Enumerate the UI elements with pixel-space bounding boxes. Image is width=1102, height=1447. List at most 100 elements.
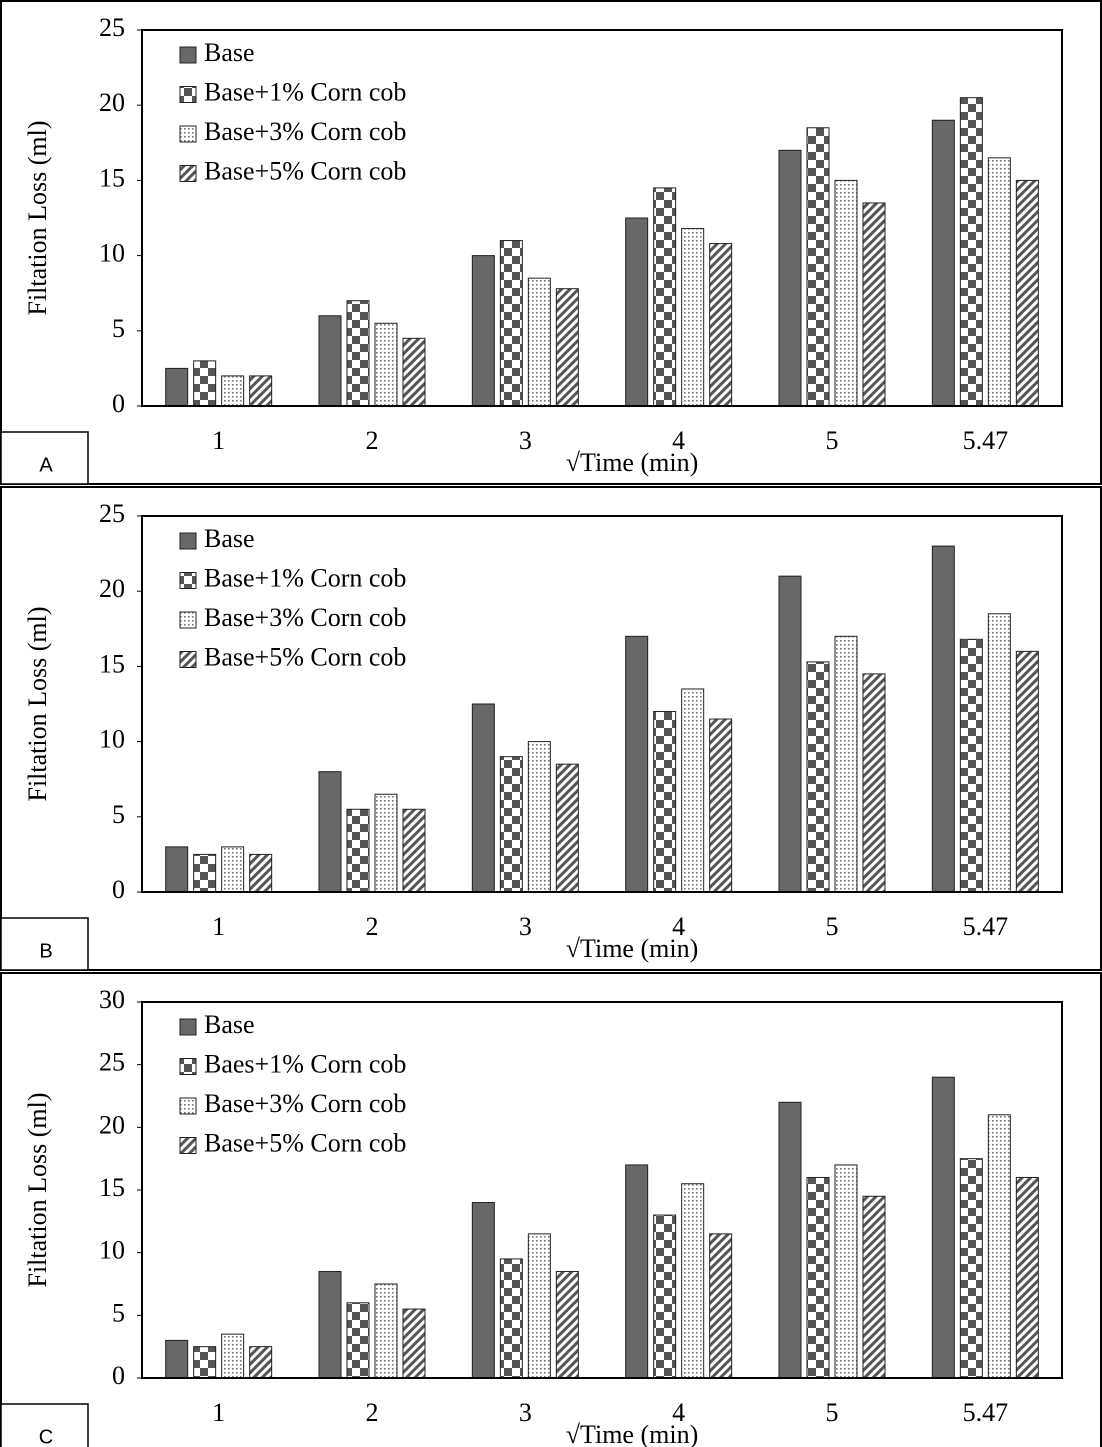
- x-tick-label: 4: [672, 426, 685, 455]
- legend-label: Base+3% Corn cob: [204, 117, 406, 146]
- bar: [863, 674, 885, 892]
- x-tick-label: 4: [672, 912, 685, 941]
- bar: [500, 757, 522, 892]
- y-tick-label: 20: [99, 574, 125, 603]
- x-tick-label: 5.47: [963, 426, 1009, 455]
- y-tick-label: 25: [99, 499, 125, 528]
- bar: [932, 120, 954, 406]
- x-tick-label: 3: [519, 912, 532, 941]
- y-tick-label: 20: [99, 88, 125, 117]
- y-tick-label: 0: [112, 1361, 125, 1390]
- y-tick-label: 5: [112, 800, 125, 829]
- x-tick-label: 1: [212, 912, 225, 941]
- bar: [682, 1184, 704, 1378]
- bar: [556, 1271, 578, 1378]
- bar: [528, 278, 550, 406]
- y-tick-label: 25: [99, 1048, 125, 1077]
- bar: [1016, 1177, 1038, 1378]
- y-tick-label: 5: [112, 1298, 125, 1327]
- bar: [626, 218, 648, 406]
- bar: [863, 1196, 885, 1378]
- bar: [472, 1203, 494, 1378]
- y-tick-label: 10: [99, 725, 125, 754]
- x-tick-label: 3: [519, 1398, 532, 1427]
- y-tick-label: 15: [99, 1173, 125, 1202]
- bar: [863, 203, 885, 406]
- legend-label: Base+5% Corn cob: [204, 642, 406, 671]
- bar: [960, 98, 982, 406]
- y-tick-label: 20: [99, 1110, 125, 1139]
- bar: [166, 847, 188, 892]
- bar: [403, 338, 425, 406]
- legend-label: Base+3% Corn cob: [204, 603, 406, 632]
- bar: [988, 158, 1010, 406]
- legend-swatch: [180, 612, 196, 628]
- legend-swatch: [180, 87, 196, 103]
- bar: [932, 1077, 954, 1378]
- x-tick-label: 5: [826, 1398, 839, 1427]
- y-tick-label: 10: [99, 239, 125, 268]
- x-tick-label: 4: [672, 1398, 685, 1427]
- x-tick-label: 1: [212, 426, 225, 455]
- legend-swatch: [180, 126, 196, 142]
- y-tick-label: 5: [112, 314, 125, 343]
- legend-label: Base+3% Corn cob: [204, 1089, 406, 1118]
- bar: [1016, 180, 1038, 406]
- bar: [500, 1259, 522, 1378]
- bar: [835, 180, 857, 406]
- bar: [807, 662, 829, 892]
- x-tick-label: 5.47: [963, 1398, 1009, 1427]
- y-tick-label: 0: [112, 389, 125, 418]
- bar: [626, 636, 648, 892]
- bar: [807, 128, 829, 406]
- y-tick-label: 30: [99, 985, 125, 1014]
- bar: [319, 1271, 341, 1378]
- bar: [375, 1284, 397, 1378]
- bar: [222, 847, 244, 892]
- y-tick-label: 0: [112, 875, 125, 904]
- bar: [472, 256, 494, 406]
- bar: [626, 1165, 648, 1378]
- bar: [222, 376, 244, 406]
- bar: [528, 1234, 550, 1378]
- x-tick-label: 2: [366, 426, 379, 455]
- panel-letter: A: [39, 454, 53, 476]
- bar: [960, 1159, 982, 1378]
- legend-label: Base+1% Corn cob: [204, 77, 406, 106]
- x-tick-label: 2: [366, 1398, 379, 1427]
- legend-swatch: [180, 166, 196, 182]
- bar: [347, 1303, 369, 1378]
- bar: [988, 1115, 1010, 1378]
- legend-swatch: [180, 573, 196, 589]
- legend-swatch: [180, 47, 196, 63]
- bar: [682, 689, 704, 892]
- legend-label: Base+5% Corn cob: [204, 156, 406, 185]
- y-axis-title: Filtation Loss (ml): [23, 121, 52, 316]
- panel-letter: C: [39, 1426, 53, 1447]
- bar: [710, 719, 732, 892]
- legend-label: Baes+1% Corn cob: [204, 1049, 406, 1078]
- bar: [528, 742, 550, 892]
- y-tick-label: 25: [99, 13, 125, 42]
- bar: [654, 188, 676, 406]
- bar: [375, 323, 397, 406]
- legend-label: Base: [204, 38, 255, 67]
- bar: [835, 1165, 857, 1378]
- bar: [556, 764, 578, 892]
- legend-swatch: [180, 1098, 196, 1114]
- x-tick-label: 5: [826, 426, 839, 455]
- bar: [403, 1309, 425, 1378]
- bar: [779, 1102, 801, 1378]
- bar: [556, 289, 578, 406]
- bar: [166, 368, 188, 406]
- bar: [779, 576, 801, 892]
- x-tick-label: 5: [826, 912, 839, 941]
- bar: [403, 809, 425, 892]
- legend-swatch: [180, 533, 196, 549]
- bar: [710, 1234, 732, 1378]
- bar: [194, 361, 216, 406]
- bar: [988, 614, 1010, 892]
- bar: [347, 809, 369, 892]
- x-tick-label: 3: [519, 426, 532, 455]
- y-axis-title: Filtation Loss (ml): [23, 607, 52, 802]
